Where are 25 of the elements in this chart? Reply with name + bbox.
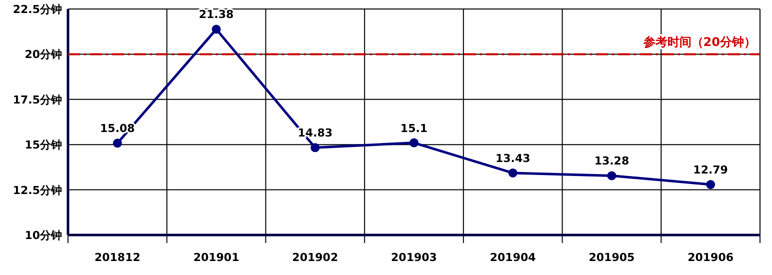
point [706,180,716,190]
data-label: 13.28 [594,154,630,168]
x-tick-label: 201812 [94,251,140,264]
x-tick-label: 201906 [688,251,734,264]
data-label: 15.1 [400,122,428,135]
point [508,168,518,178]
y-tick-label: 20分钟 [24,48,62,62]
y-tick-label: 22.5分钟 [12,3,62,16]
point [212,24,221,34]
y-tick-label: 12.5分钟 [12,184,62,197]
data-label: 13.43 [495,152,530,165]
data-label: 21.38 [198,8,234,22]
x-tick-label: 201904 [490,251,536,264]
x-tick-label: 201905 [588,251,635,264]
point [607,171,616,180]
data-label: 12.79 [693,164,728,177]
y-tick-label: 17.5分钟 [12,93,62,106]
y-tick-label: 15分钟 [24,138,62,152]
x-tick-label: 201901 [193,251,240,264]
point [112,138,122,148]
x-tick-label: 201902 [292,251,338,264]
point [410,138,418,148]
point [310,143,320,152]
y-tick-label: 10分钟 [24,229,62,242]
x-tick-label: 201903 [391,251,437,264]
